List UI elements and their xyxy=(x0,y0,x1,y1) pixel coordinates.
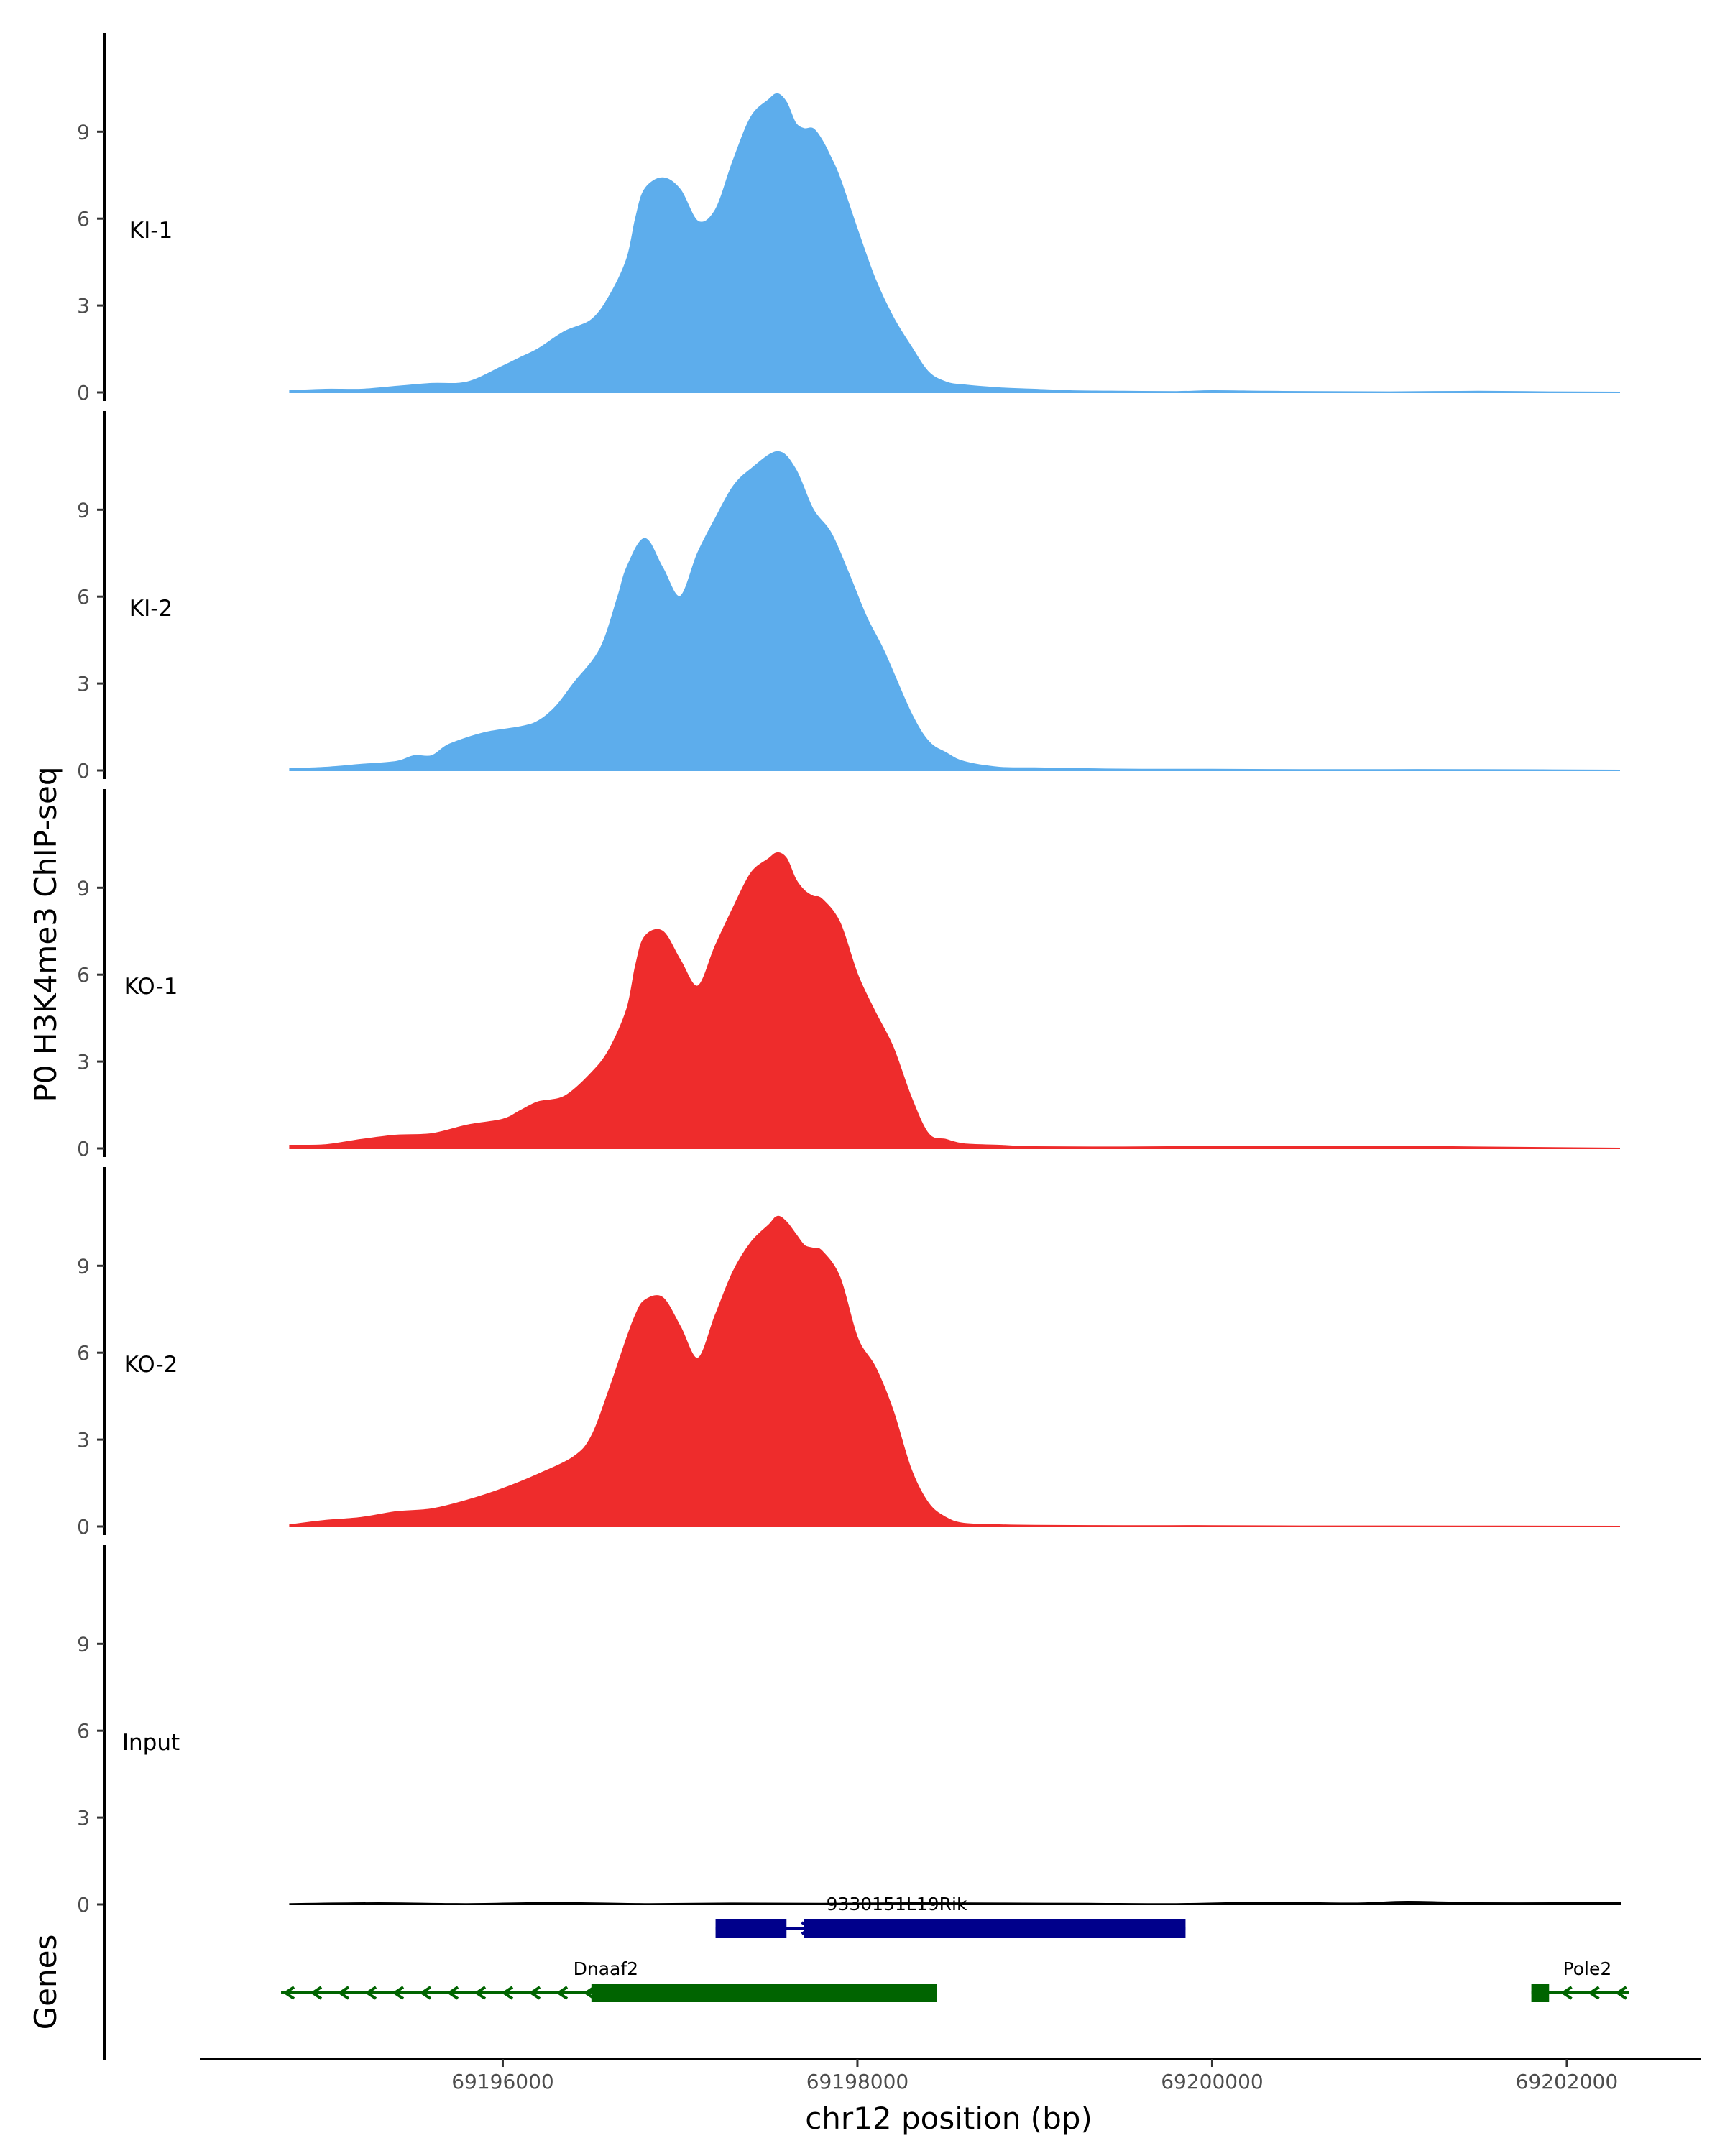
strand-arrow xyxy=(556,1986,569,2000)
gene-exon xyxy=(715,1919,787,1938)
strand-arrow xyxy=(528,1986,541,2000)
gene-exon xyxy=(1531,1984,1550,2002)
gene-label: Dnaaf2 xyxy=(574,1958,638,1979)
strand-arrow xyxy=(1614,1986,1627,2000)
track-input: 0 3 6 9 Input xyxy=(77,1545,1621,1917)
y-tick-label: 6 xyxy=(77,1719,90,1743)
signal-area xyxy=(289,1215,1621,1527)
signal-area xyxy=(289,451,1621,771)
strand-arrow xyxy=(1560,1986,1573,2000)
y-tick-label: 3 xyxy=(77,1428,90,1452)
strand-arrow xyxy=(419,1986,432,2000)
strand-arrow xyxy=(282,1986,295,2000)
y-tick-label: 6 xyxy=(77,207,90,231)
x-axis-title: chr12 position (bp) xyxy=(805,2101,1092,2136)
track-label: KO-2 xyxy=(124,1352,178,1378)
y-tick-label: 9 xyxy=(77,1632,90,1656)
strand-arrow xyxy=(1587,1986,1600,2000)
x-tick-label: 69198000 xyxy=(806,2070,909,2093)
track-label: KO-1 xyxy=(124,974,178,1000)
signal-area xyxy=(289,1900,1621,1905)
x-tick-label: 69202000 xyxy=(1516,2070,1619,2093)
signal-tracks: 0 3 6 9 KI-1 0 3 6 9 KI-2 0 3 6 9 KO-1 0 3 6 9 KO-2 0 3 6 9 Inpu… xyxy=(77,33,1621,1917)
track-label: Input xyxy=(122,1730,180,1756)
y-tick-label: 3 xyxy=(77,672,90,696)
gene-exon xyxy=(804,1919,1186,1938)
track-ki-1: 0 3 6 9 KI-1 xyxy=(77,33,1621,405)
y-tick-label: 3 xyxy=(77,1050,90,1074)
y-axis-title: P0 H3K4me3 ChIP-seq xyxy=(28,766,63,1102)
y-tick-label: 0 xyxy=(77,1515,90,1539)
strand-arrow xyxy=(446,1986,459,2000)
gene-label: Pole2 xyxy=(1563,1958,1612,1979)
signal-area xyxy=(289,852,1621,1149)
track-label: KI-2 xyxy=(129,596,172,622)
y-tick-label: 3 xyxy=(77,1806,90,1830)
track-ki-2: 0 3 6 9 KI-2 xyxy=(77,411,1621,783)
track-ko-1: 0 3 6 9 KO-1 xyxy=(77,789,1621,1161)
gene-pole2: Pole2 xyxy=(1531,1958,1629,2002)
gene-track: 9330151L19Rik Dnaaf2 Pole2 xyxy=(103,1877,1629,2060)
strand-arrow xyxy=(501,1986,514,2000)
strand-arrow xyxy=(337,1986,350,2000)
y-tick-label: 0 xyxy=(77,1137,90,1161)
y-tick-label: 6 xyxy=(77,1341,90,1365)
strand-arrow xyxy=(474,1986,487,2000)
x-axis: 69196000 69198000 69200000 69202000 xyxy=(200,2058,1701,2093)
gene-label: 9330151L19Rik xyxy=(827,1894,967,1915)
y-tick-label: 9 xyxy=(77,120,90,144)
strand-arrow xyxy=(364,1986,377,2000)
y-tick-label: 3 xyxy=(77,294,90,318)
gene-exon xyxy=(591,1984,937,2002)
y-tick-label: 9 xyxy=(77,498,90,522)
y-tick-label: 0 xyxy=(77,381,90,405)
genes-track-title: Genes xyxy=(28,1935,63,2030)
x-tick-label: 69196000 xyxy=(451,2070,554,2093)
x-tick-label: 69200000 xyxy=(1161,2070,1264,2093)
y-tick-label: 6 xyxy=(77,963,90,987)
strand-arrow xyxy=(310,1986,323,2000)
signal-area xyxy=(289,93,1621,393)
track-label: KI-1 xyxy=(129,218,172,244)
track-ko-2: 0 3 6 9 KO-2 xyxy=(77,1167,1621,1539)
y-tick-label: 0 xyxy=(77,759,90,783)
y-tick-label: 0 xyxy=(77,1893,90,1917)
y-tick-label: 6 xyxy=(77,585,90,609)
y-tick-label: 9 xyxy=(77,876,90,900)
y-tick-label: 9 xyxy=(77,1254,90,1278)
strand-arrow xyxy=(392,1986,405,2000)
gene-dnaaf2: Dnaaf2 xyxy=(281,1958,937,2002)
gene-9330151l19rik: 9330151L19Rik xyxy=(715,1894,1186,1938)
